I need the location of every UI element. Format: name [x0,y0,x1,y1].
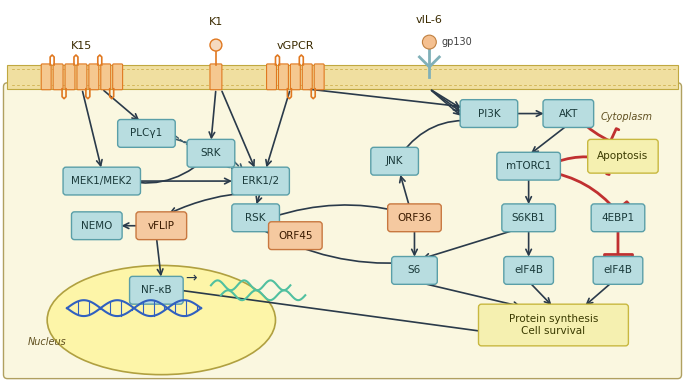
FancyBboxPatch shape [479,304,628,346]
FancyBboxPatch shape [101,64,111,90]
Text: gp130: gp130 [441,37,472,47]
FancyBboxPatch shape [77,64,87,90]
Text: ERK1/2: ERK1/2 [242,176,279,186]
FancyBboxPatch shape [279,64,288,90]
Text: Protein synthesis
Cell survival: Protein synthesis Cell survival [509,314,598,336]
FancyBboxPatch shape [136,212,186,240]
Text: PLCγ1: PLCγ1 [130,128,162,138]
Text: mTORC1: mTORC1 [506,161,551,171]
FancyBboxPatch shape [371,147,419,175]
Text: ORF36: ORF36 [397,213,432,223]
FancyBboxPatch shape [232,204,279,232]
Text: Apoptosis: Apoptosis [597,151,649,161]
FancyBboxPatch shape [63,167,140,195]
FancyBboxPatch shape [187,139,235,167]
FancyBboxPatch shape [41,64,51,90]
Ellipse shape [47,266,275,375]
FancyBboxPatch shape [302,64,312,90]
FancyBboxPatch shape [113,64,123,90]
FancyBboxPatch shape [89,64,99,90]
Text: AKT: AKT [559,109,578,118]
FancyBboxPatch shape [460,100,518,128]
FancyBboxPatch shape [269,222,322,250]
Text: MEK1/MEK2: MEK1/MEK2 [71,176,132,186]
Text: RSK: RSK [245,213,266,223]
FancyBboxPatch shape [65,64,75,90]
FancyBboxPatch shape [593,256,643,284]
FancyBboxPatch shape [266,64,277,90]
Text: 4EBP1: 4EBP1 [601,213,634,223]
Text: NF-κB: NF-κB [141,285,172,295]
Text: eIF4B: eIF4B [603,266,632,275]
Text: K1: K1 [209,17,223,27]
Text: S6KB1: S6KB1 [512,213,545,223]
Text: vFLIP: vFLIP [148,221,175,231]
Text: ORF45: ORF45 [278,231,312,241]
Text: SRK: SRK [201,148,221,158]
Text: JNK: JNK [386,156,403,166]
Text: vIL-6: vIL-6 [416,15,443,25]
FancyBboxPatch shape [129,276,183,304]
Bar [8,65,677,89]
FancyBboxPatch shape [497,152,560,180]
FancyBboxPatch shape [543,100,594,128]
Text: NEMO: NEMO [81,221,112,231]
FancyBboxPatch shape [502,204,556,232]
Circle shape [423,35,436,49]
FancyBboxPatch shape [392,256,437,284]
Circle shape [210,39,222,51]
FancyBboxPatch shape [53,64,63,90]
FancyBboxPatch shape [503,256,553,284]
FancyBboxPatch shape [588,139,658,173]
Text: S6: S6 [408,266,421,275]
FancyBboxPatch shape [71,212,122,240]
FancyBboxPatch shape [290,64,300,90]
Text: K15: K15 [71,41,92,51]
Text: Nucleus: Nucleus [27,337,66,347]
FancyBboxPatch shape [388,204,441,232]
Text: vGPCR: vGPCR [277,41,314,51]
FancyBboxPatch shape [3,83,682,379]
FancyBboxPatch shape [314,64,324,90]
Text: PI3K: PI3K [477,109,500,118]
Text: →: → [186,271,197,285]
Text: eIF4B: eIF4B [514,266,543,275]
FancyBboxPatch shape [210,64,222,90]
FancyBboxPatch shape [232,167,289,195]
FancyBboxPatch shape [591,204,645,232]
FancyBboxPatch shape [118,120,175,147]
Text: Cytoplasm: Cytoplasm [601,112,653,122]
